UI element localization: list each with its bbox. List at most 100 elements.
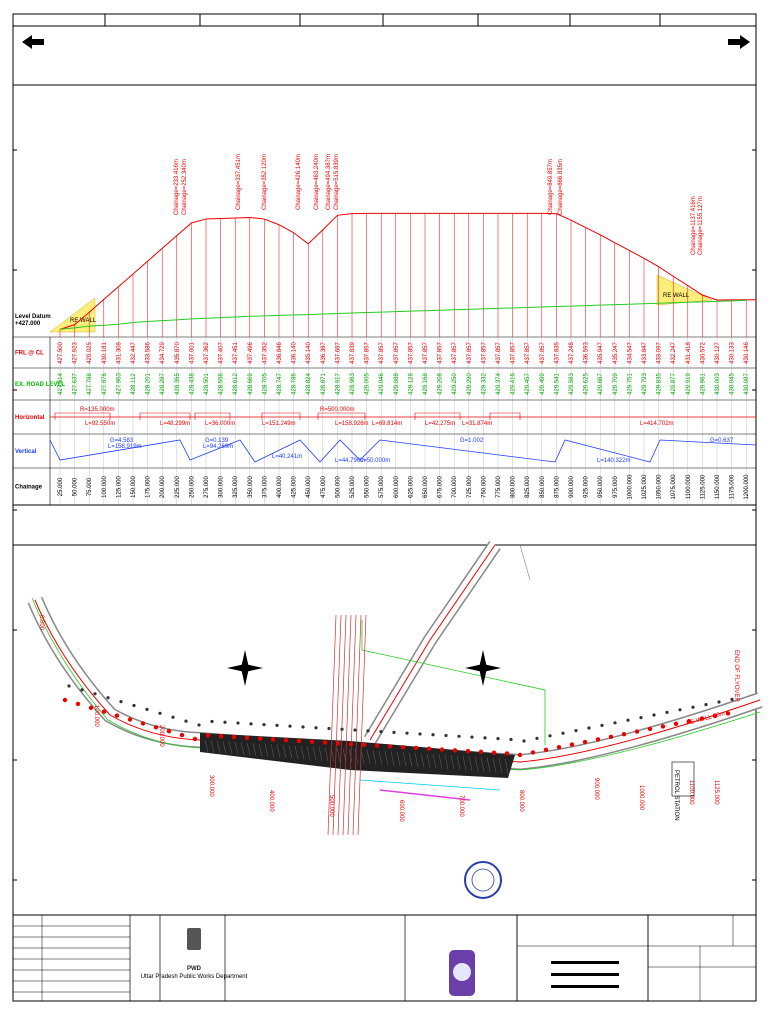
egl-value: 428.438 (189, 373, 195, 395)
frl-value: 437.857 (394, 342, 400, 364)
datum-value: +427.000 (15, 321, 41, 327)
frl-value: 430.146 (744, 342, 750, 364)
pier (270, 737, 276, 742)
light-pole (145, 707, 149, 712)
chainage-annotation: Chainage=463.240m (314, 154, 320, 210)
horizontal-label: L=414.702m (640, 421, 674, 427)
light-pole (548, 734, 552, 738)
egl-value: 430.045 (730, 373, 736, 395)
chainage-value: 300.000 (219, 476, 225, 498)
pier (465, 748, 471, 754)
pier (75, 701, 81, 707)
frl-value: 437.001 (189, 342, 195, 364)
chainage-value: 800.000 (511, 476, 517, 498)
horizontal-label: L=36.000m (205, 421, 235, 427)
chainage-annotation: Chainage=849.857m (548, 159, 554, 215)
chainage-value: 1050.000 (657, 474, 663, 500)
frl-value: 437.857 (467, 342, 473, 364)
deck-hatch (384, 751, 389, 765)
vertical-label: L=50.000m (360, 458, 390, 464)
deck-hatch (258, 743, 263, 757)
frl-value: 437.857 (540, 342, 546, 364)
row-label: Vertical (15, 449, 37, 455)
pier (361, 742, 367, 748)
plan-chainage: 200.000 (158, 725, 164, 747)
deck-hatch (228, 741, 233, 755)
light-pole (353, 728, 357, 732)
deck-hatch (492, 757, 497, 773)
chainage-value: 375.000 (262, 476, 268, 498)
frl-value: 437.496 (248, 342, 254, 364)
egl-value: 430.087 (744, 373, 750, 395)
horizontal-label: L=151.249m (262, 421, 296, 427)
frl-value: 434.729 (160, 342, 166, 364)
egl-value: 429.835 (657, 373, 663, 395)
plan-chainage: 1125.000 (713, 780, 719, 805)
deck-hatch (282, 744, 287, 758)
pier (621, 732, 627, 737)
frl-value: 430.133 (730, 342, 736, 364)
pier (478, 749, 484, 755)
horizontal-label: R=500.000m (320, 407, 355, 413)
pier (283, 737, 289, 743)
egl-value: 428.824 (306, 373, 312, 395)
pier (660, 724, 666, 729)
north-arrow (465, 650, 501, 686)
plan-chainage: 1000.000 (638, 785, 644, 811)
service-road (379, 789, 471, 801)
light-pole (665, 710, 669, 715)
chainage-value: 250.000 (189, 476, 195, 498)
light-pole (223, 720, 227, 724)
chainage-annotation: Chainage=352.120m (262, 154, 268, 210)
chainage-value: 875.000 (554, 476, 560, 498)
plan-chainage: 600.000 (398, 800, 404, 822)
light-pole (171, 715, 175, 719)
pier (62, 697, 68, 703)
deck-hatch (312, 746, 317, 760)
light-pole (158, 711, 162, 715)
horizontal-label: L=158.926m (335, 421, 369, 427)
row-label: Chainage (15, 485, 43, 491)
emblem (187, 928, 201, 950)
pier (556, 745, 562, 750)
light-pole (340, 727, 344, 731)
tb-cell (12, 914, 131, 1002)
light-pole (301, 725, 305, 729)
frl-value: 433.847 (642, 342, 648, 364)
drain (359, 779, 501, 791)
pier (517, 752, 523, 758)
chainage-value: 750.000 (481, 476, 487, 498)
tb-cell (159, 914, 226, 1002)
stamp-inner (471, 868, 495, 892)
egl-value: 429.416 (511, 373, 517, 395)
curve-marker (194, 412, 231, 420)
egl-value: 429.625 (584, 373, 590, 395)
deck-hatch (414, 752, 419, 768)
department: Uttar Pradesh Public Works Department (141, 974, 248, 980)
frl-value: 437.857 (496, 342, 502, 364)
title-block: PWD Uttar Pradesh Public Works Department (12, 914, 757, 1002)
pier (218, 734, 224, 739)
chainage-annotation: Chainage=233.416m (174, 159, 180, 215)
horizontal-label: L=48.299m (160, 421, 190, 427)
egl-value: 429.374 (496, 373, 502, 395)
chainage-annotation: Chainage=337.451m (236, 154, 242, 210)
light-pole (236, 721, 240, 725)
light-pole (132, 703, 136, 708)
deck-hatch (210, 740, 215, 753)
deck-hatch (462, 755, 467, 771)
chainage-value: 100.000 (102, 476, 108, 498)
row-label: FRL @ CL (15, 351, 44, 357)
chainage-value: 1125.000 (700, 474, 706, 499)
pier (127, 717, 133, 722)
curve-marker (139, 412, 191, 420)
egl-value: 428.669 (248, 373, 254, 395)
deck-hatch (498, 757, 503, 773)
chainage-value: 1075.000 (671, 474, 677, 500)
arrow-left (22, 35, 44, 49)
light-pole (184, 719, 188, 723)
pier (140, 721, 146, 726)
frl-value: 434.547 (627, 342, 633, 364)
frl-value: 437.248 (569, 342, 575, 364)
